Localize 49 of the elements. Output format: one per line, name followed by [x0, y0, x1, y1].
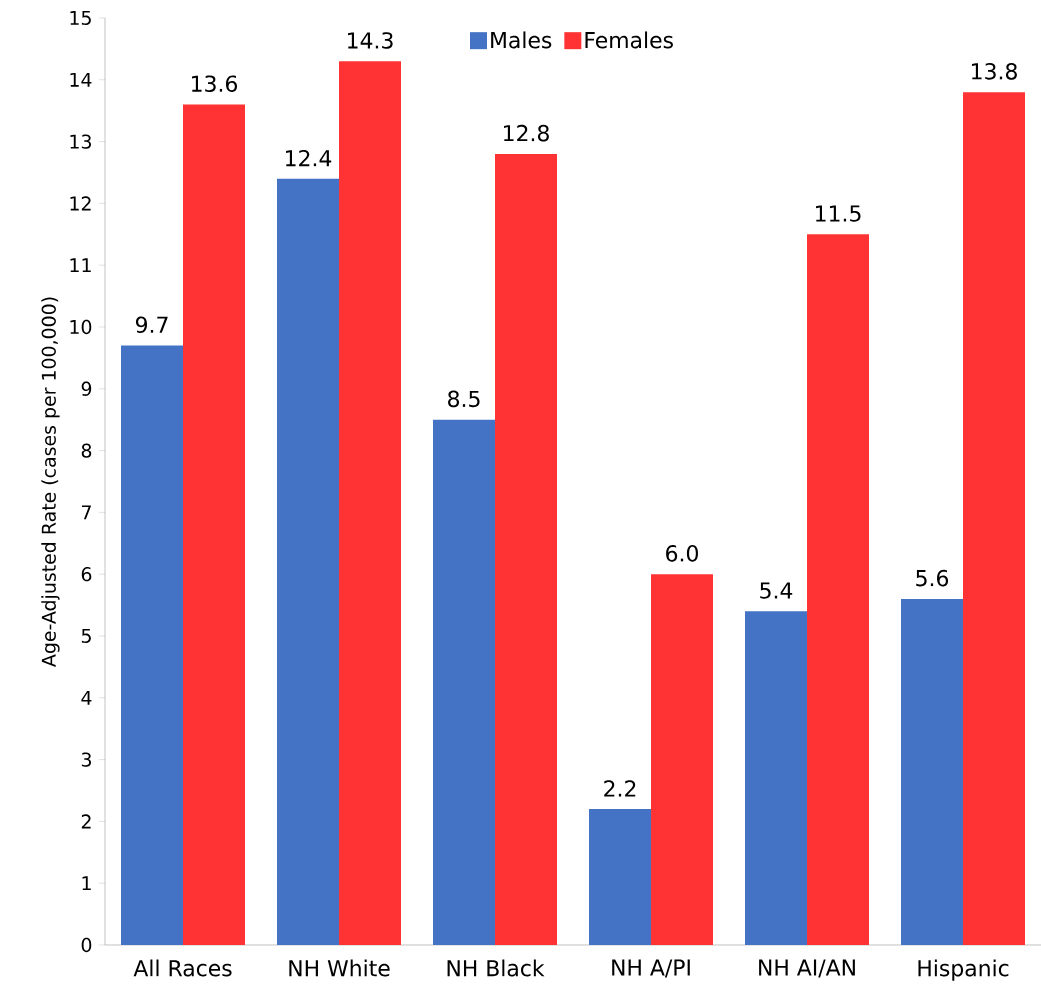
x-tick-label: NH A/PI — [612, 959, 690, 978]
bar — [745, 611, 808, 945]
bar — [495, 153, 558, 945]
y-tick-label: 9 — [81, 381, 92, 396]
y-tick-label: 4 — [81, 690, 92, 705]
legend-label: Females — [585, 31, 673, 49]
y-tick-label: 14 — [70, 72, 92, 87]
y-tick-label: 15 — [70, 10, 91, 26]
bar — [963, 92, 1026, 945]
y-tick-label: 0 — [81, 937, 92, 953]
y-tick-label: 5 — [81, 628, 91, 644]
y-tick-label: 6 — [81, 567, 92, 582]
data-label: 5.4 — [760, 582, 793, 599]
y-tick-label: 2 — [81, 814, 91, 829]
bar — [339, 61, 402, 945]
data-label: 13.6 — [192, 75, 238, 92]
bar — [121, 345, 184, 945]
bar — [807, 234, 870, 945]
bar — [589, 809, 652, 945]
y-tick-label: 12 — [70, 196, 91, 211]
y-tick-label: 1 — [82, 876, 91, 891]
legend-label: Males — [491, 31, 552, 49]
data-label: 8.5 — [448, 390, 480, 408]
y-tick-label: 13 — [70, 134, 91, 149]
bar — [277, 178, 340, 945]
x-tick-label: NH AI/AN — [759, 959, 855, 978]
y-tick-label: 10 — [70, 319, 92, 335]
y-axis-title: Age-Adjusted Rate (cases per 100,000) — [41, 297, 60, 667]
x-tick-label: NH Black — [447, 959, 545, 977]
data-label: 6.0 — [666, 545, 698, 562]
data-label: 5.6 — [916, 569, 949, 587]
data-label: 11.5 — [816, 205, 861, 222]
bar — [901, 598, 964, 945]
data-label: 12.4 — [286, 149, 332, 167]
y-tick-label: 11 — [70, 258, 91, 273]
data-label: 9.7 — [135, 316, 168, 334]
data-label: 2.2 — [604, 780, 636, 797]
y-tick-label: 3 — [81, 752, 91, 767]
bar — [651, 574, 714, 945]
y-tick-label: 7 — [82, 505, 91, 520]
x-tick-label: NH White — [289, 959, 390, 977]
x-tick-label: All Races — [133, 959, 232, 977]
x-tick-label: Hispanic — [918, 959, 1009, 981]
bar — [433, 419, 496, 945]
data-label: 13.8 — [972, 63, 1017, 80]
data-label: 14.3 — [348, 32, 393, 49]
data-label: 12.8 — [504, 124, 549, 142]
y-tick-label: 8 — [81, 443, 92, 458]
bar — [183, 104, 246, 945]
